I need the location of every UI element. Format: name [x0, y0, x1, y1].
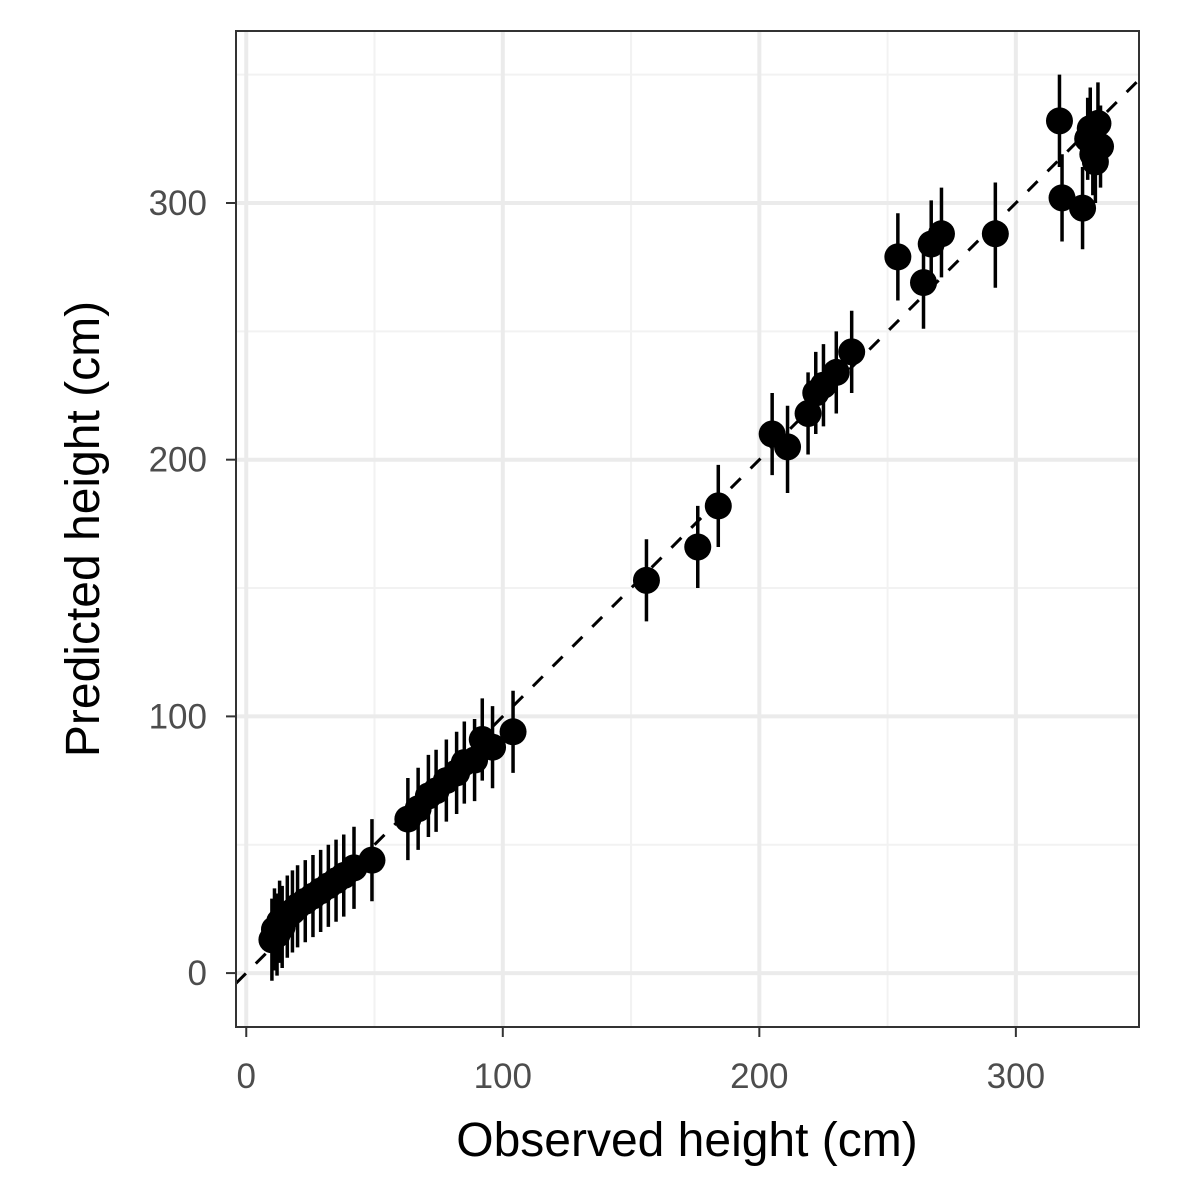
x-axis-ticks: 0 100 200 300 — [237, 1027, 1045, 1096]
data-point — [1069, 194, 1097, 222]
data-point — [1045, 107, 1073, 135]
y-tick-label: 0 — [188, 954, 207, 993]
data-point — [704, 492, 732, 520]
data-point — [794, 399, 822, 427]
data-point — [910, 269, 938, 297]
data-point — [774, 433, 802, 461]
x-tick-label: 200 — [730, 1057, 788, 1096]
data-point — [499, 718, 527, 746]
data-point — [632, 566, 660, 594]
data-point — [1084, 109, 1112, 137]
data-point — [684, 533, 712, 561]
y-tick-label: 200 — [149, 441, 207, 480]
y-axis-ticks: 0 100 200 300 — [149, 184, 236, 993]
x-tick-label: 100 — [474, 1057, 532, 1096]
minor-gridlines — [236, 31, 1139, 1027]
data-point — [1087, 133, 1115, 161]
data-point — [1048, 184, 1076, 212]
y-tick-label: 100 — [149, 697, 207, 736]
data-point — [838, 338, 866, 366]
y-tick-label: 300 — [149, 184, 207, 223]
major-gridlines — [236, 31, 1139, 1027]
data-point — [358, 846, 386, 874]
data-points — [258, 107, 1115, 954]
data-point — [884, 243, 912, 271]
x-axis-title: Observed height (cm) — [456, 1114, 918, 1167]
x-tick-label: 0 — [237, 1057, 256, 1096]
data-point — [927, 220, 955, 248]
x-tick-label: 300 — [987, 1057, 1045, 1096]
data-point — [479, 733, 507, 761]
data-point — [822, 358, 850, 386]
y-axis-title: Predicted height (cm) — [57, 301, 110, 757]
plot-panel-border — [235, 30, 1140, 1028]
data-point — [981, 220, 1009, 248]
